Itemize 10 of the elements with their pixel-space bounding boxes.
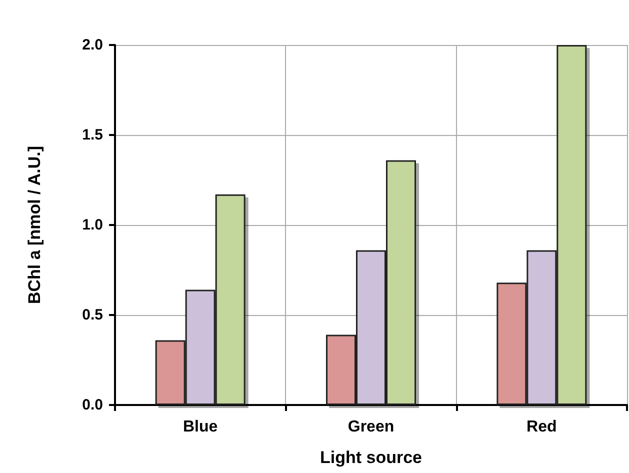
x-tick-label: Green [348,418,394,436]
y-tick-label: 1.0 [82,216,103,234]
x-tick-label: Red [526,418,557,436]
y-tick-label: 0.5 [82,306,103,324]
y-tick-label: 1.5 [82,126,103,144]
y-tick-label: 0.0 [82,396,103,414]
y-axis-title: BChl a [nmol / A.U.] [25,146,44,304]
x-axis-title: Light source [320,448,422,467]
y-tick-label: 2.0 [82,36,103,54]
x-tick-label: Blue [182,418,218,436]
